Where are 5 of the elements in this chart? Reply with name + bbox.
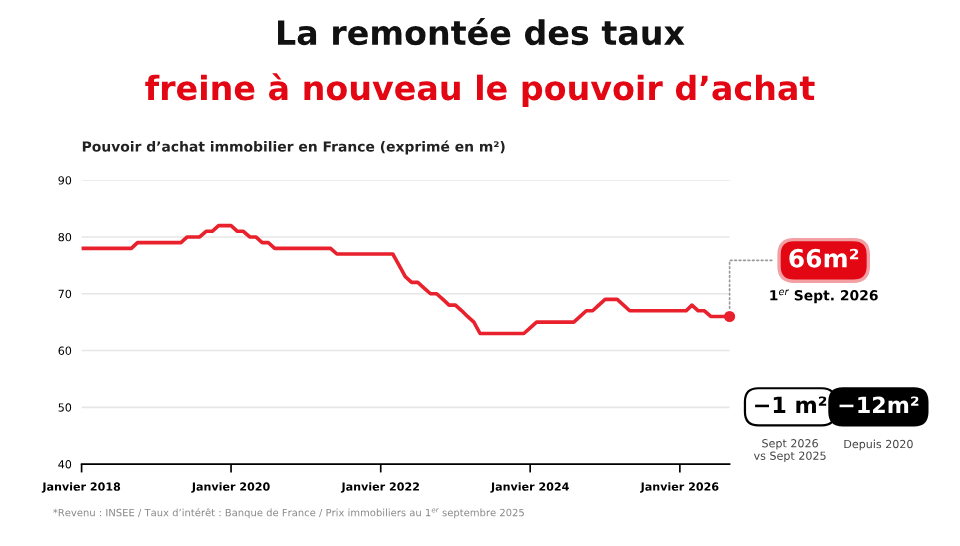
text: −12m² (839, 396, 919, 413)
chart-subtitle: freine à nouveau le pouvoir d’achat (145, 73, 815, 107)
chart-title: La remontée des taux (278, 18, 685, 46)
text: −1 m² (755, 396, 827, 413)
annotation: 66m² (789, 248, 859, 268)
